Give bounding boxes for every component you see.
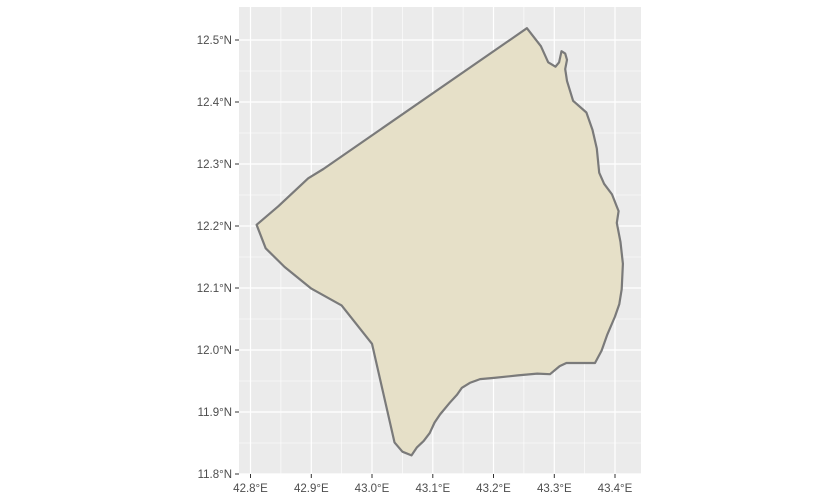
y-tick-label: 12.3°N [197, 159, 232, 171]
x-tick-label: 43.2°E [476, 483, 511, 495]
tick-layer [235, 39, 616, 478]
y-tick-label: 12.2°N [197, 221, 232, 233]
y-tick-label: 12.0°N [197, 345, 232, 357]
y-tick-label: 12.4°N [197, 97, 232, 109]
y-tick-label: 12.5°N [197, 35, 232, 47]
tick-label-layer: 42.8°E 42.9°E 43.0°E 43.1°E 43.2°E 43.3°E 43.4… [197, 35, 633, 495]
x-tick-label: 43.0°E [355, 483, 390, 495]
y-tick-label: 11.9°N [198, 407, 232, 419]
y-tick-label: 11.8°N [198, 469, 232, 481]
x-tick-label: 42.9°E [294, 483, 329, 495]
region-polygon [255, 27, 624, 457]
x-tick-label: 43.3°E [537, 483, 572, 495]
x-tick-label: 42.8°E [233, 483, 268, 495]
x-tick-label: 43.4°E [598, 483, 633, 495]
x-tick-label: 43.1°E [415, 483, 450, 495]
y-tick-label: 12.1°N [197, 283, 232, 295]
